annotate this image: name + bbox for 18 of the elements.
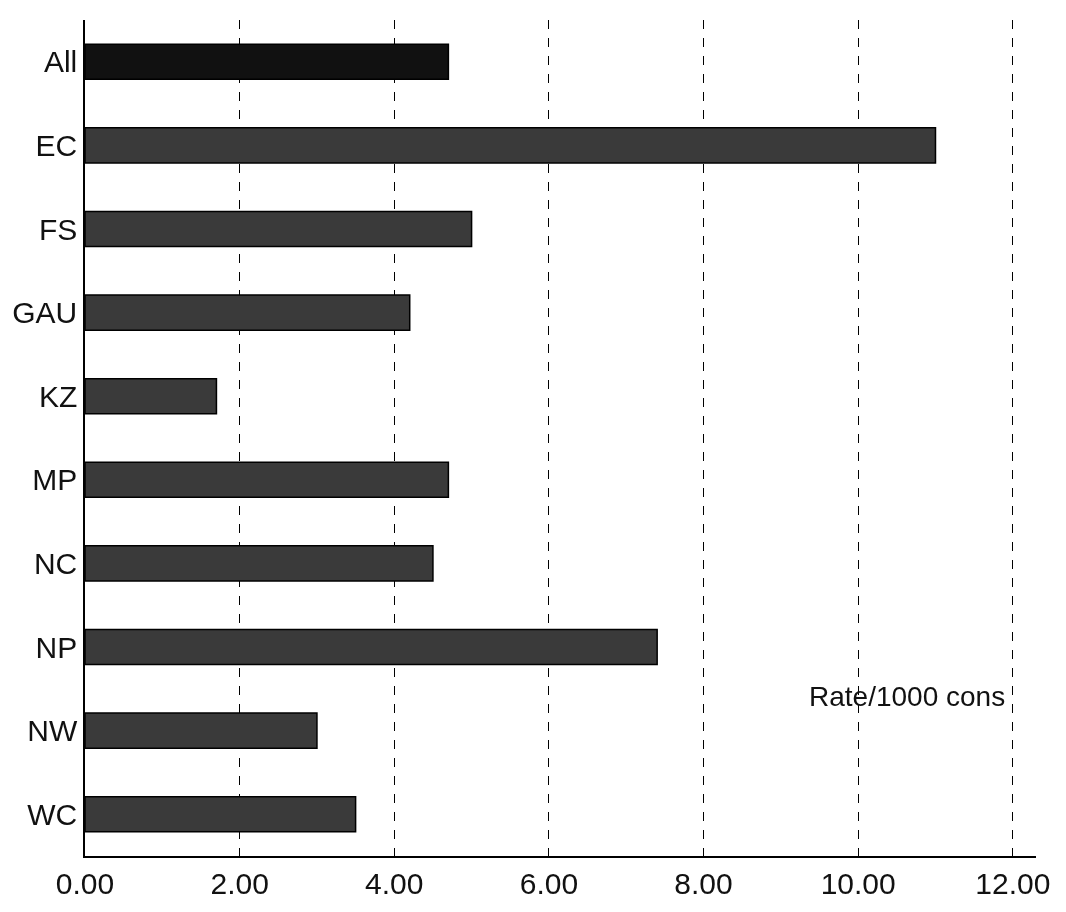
x-tick-label: 4.00 <box>365 866 424 900</box>
y-tick-label: All <box>43 45 78 79</box>
y-tick-label: NC <box>33 546 78 580</box>
y-tick-label: FS <box>38 212 78 246</box>
y-tick-label: GAU <box>12 296 78 330</box>
x-tick-label: 12.00 <box>975 866 1051 900</box>
x-tick-label: 10.00 <box>820 866 896 900</box>
x-tick-label: 8.00 <box>674 866 733 900</box>
y-tick-label: NP <box>35 630 78 664</box>
y-tick-label: EC <box>35 128 78 162</box>
x-axis-title: Rate/1000 cons <box>809 681 1006 712</box>
y-tick-label: MP <box>32 463 78 497</box>
y-tick-label: NW <box>27 714 78 748</box>
x-tick-label: 2.00 <box>210 866 269 900</box>
x-tick-label: 0.00 <box>55 866 115 900</box>
y-tick-label: KZ <box>38 379 78 413</box>
x-tick-label: 6.00 <box>519 866 579 900</box>
y-tick-label: WC <box>27 797 78 831</box>
